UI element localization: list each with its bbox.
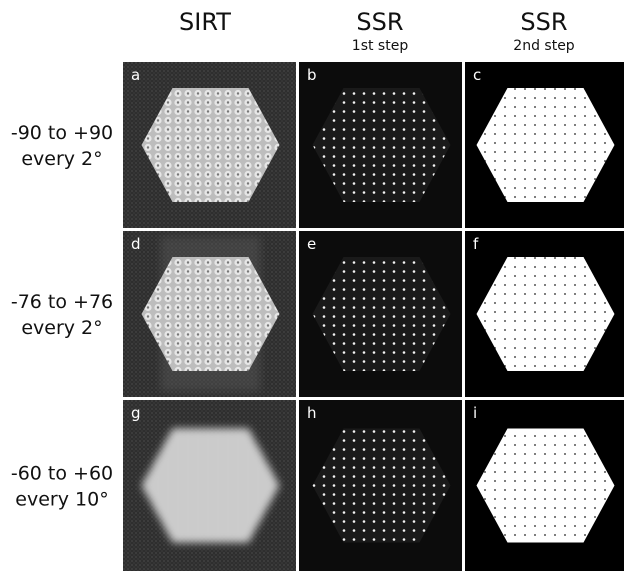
column-subtitle: 2nd step <box>513 38 575 54</box>
hexagon-crystal <box>141 257 280 371</box>
hexagon-crystal <box>312 257 451 371</box>
column-title: SSR <box>356 8 403 36</box>
hexagon-crystal <box>476 88 615 202</box>
panel-letter: b <box>307 66 317 84</box>
hexagon-crystal <box>141 88 280 202</box>
hexagon-crystal <box>476 257 615 371</box>
column-title: SSR <box>520 8 567 36</box>
panel: a <box>123 62 296 228</box>
panel-letter: i <box>473 404 477 422</box>
panel-letter: f <box>473 235 479 253</box>
panel: i <box>465 400 624 571</box>
panel: c <box>465 62 624 228</box>
panel-letter: d <box>131 235 141 253</box>
hexagon-crystal <box>312 88 451 202</box>
panel-letter: a <box>131 66 140 84</box>
panel: e <box>299 231 462 397</box>
row-label: every 2° <box>21 317 102 339</box>
panel: f <box>465 231 624 397</box>
row-label: every 2° <box>21 148 102 170</box>
panel: d <box>123 231 296 397</box>
panel: g <box>123 400 296 571</box>
row-label: -90 to +90 <box>11 122 113 144</box>
panel-letter: c <box>473 66 481 84</box>
panel: h <box>299 400 462 571</box>
row-label: -76 to +76 <box>11 291 113 313</box>
panel-letter: h <box>307 404 317 422</box>
hexagon-crystal <box>476 428 615 543</box>
panel-letter: e <box>307 235 316 253</box>
column-subtitle: 1st step <box>352 38 409 54</box>
panel-letter: g <box>131 404 141 422</box>
row-label: -60 to +60 <box>11 463 113 485</box>
column-title: SIRT <box>179 8 231 36</box>
hexagon-crystal <box>312 428 451 543</box>
hexagon-crystal <box>141 428 280 543</box>
panel: b <box>299 62 462 228</box>
row-label: every 10° <box>15 489 108 511</box>
